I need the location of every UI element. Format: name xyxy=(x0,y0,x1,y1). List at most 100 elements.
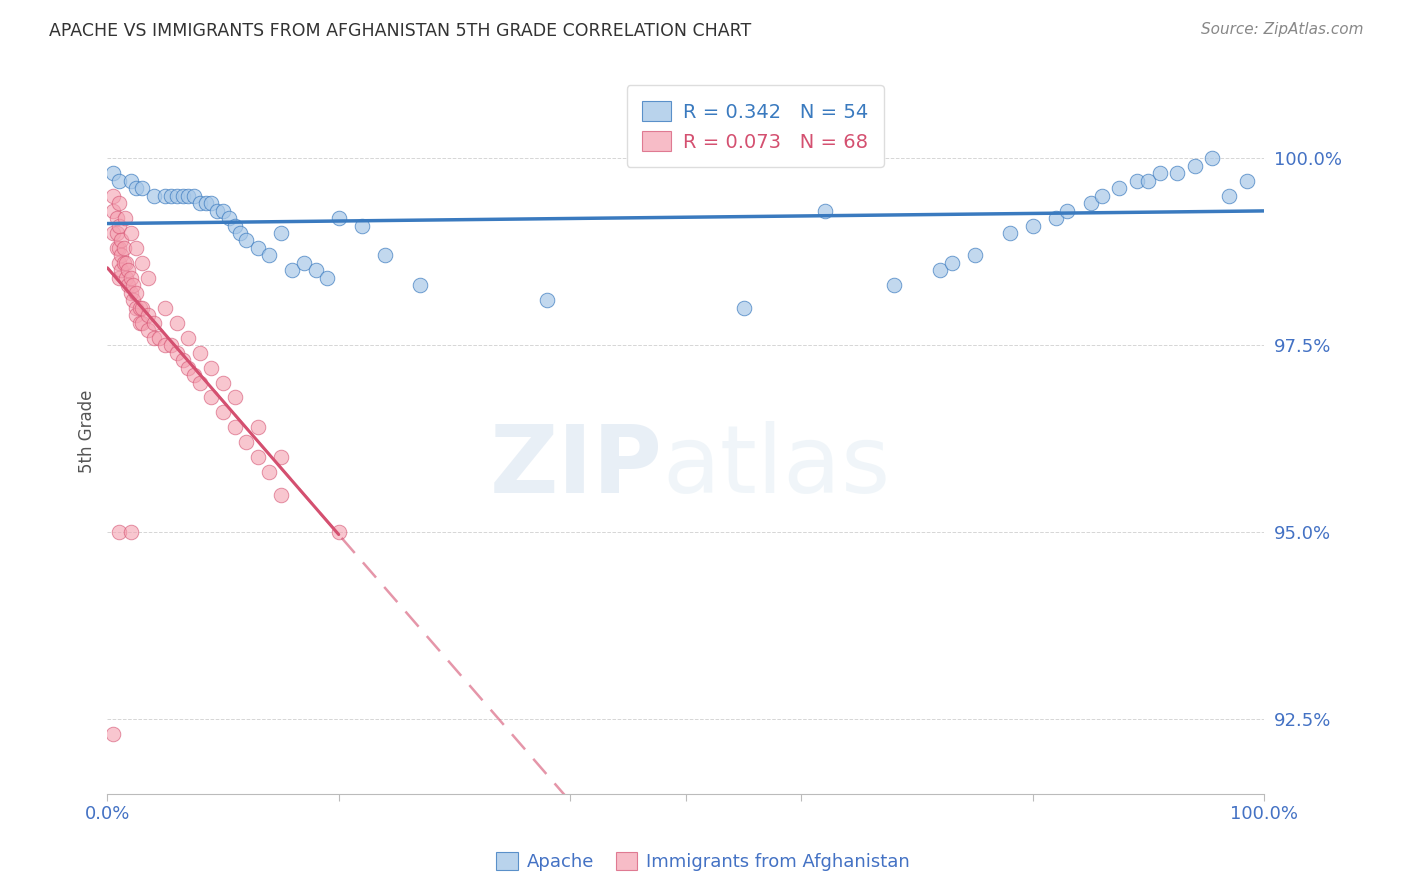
Text: APACHE VS IMMIGRANTS FROM AFGHANISTAN 5TH GRADE CORRELATION CHART: APACHE VS IMMIGRANTS FROM AFGHANISTAN 5T… xyxy=(49,22,751,40)
Point xyxy=(101,188,124,202)
Point xyxy=(125,181,148,195)
Point xyxy=(941,256,963,270)
Point xyxy=(194,196,217,211)
Point xyxy=(166,316,188,330)
Point xyxy=(142,188,165,202)
Point xyxy=(929,263,952,277)
Text: ZIP: ZIP xyxy=(489,421,662,514)
Point xyxy=(1126,174,1149,188)
Point xyxy=(229,226,252,240)
Point xyxy=(270,488,292,502)
Point xyxy=(105,211,128,225)
Point xyxy=(1166,166,1188,180)
Point xyxy=(172,188,194,202)
Point xyxy=(1091,188,1114,202)
Point xyxy=(292,256,315,270)
Point xyxy=(131,316,153,330)
Point xyxy=(224,391,246,405)
Point xyxy=(733,301,755,315)
Text: atlas: atlas xyxy=(662,421,891,514)
Point xyxy=(813,203,835,218)
Point xyxy=(200,196,222,211)
Point xyxy=(108,219,131,233)
Point xyxy=(105,241,128,255)
Point xyxy=(246,241,269,255)
Point xyxy=(1201,151,1223,165)
Point xyxy=(998,226,1021,240)
Point xyxy=(200,391,222,405)
Point xyxy=(374,248,396,262)
Point xyxy=(128,316,150,330)
Point xyxy=(200,360,222,375)
Point xyxy=(155,301,177,315)
Point xyxy=(212,376,235,390)
Point xyxy=(128,301,150,315)
Point xyxy=(183,188,205,202)
Point xyxy=(270,226,292,240)
Point xyxy=(148,331,170,345)
Point xyxy=(114,211,136,225)
Point xyxy=(120,226,142,240)
Point xyxy=(270,450,292,465)
Point xyxy=(101,226,124,240)
Point xyxy=(101,166,124,180)
Point xyxy=(105,226,128,240)
Point xyxy=(1108,181,1130,195)
Point xyxy=(235,435,257,450)
Point xyxy=(218,211,240,225)
Point xyxy=(177,188,200,202)
Point xyxy=(120,524,142,539)
Point xyxy=(328,211,350,225)
Point xyxy=(160,188,183,202)
Legend: Apache, Immigrants from Afghanistan: Apache, Immigrants from Afghanistan xyxy=(489,845,917,879)
Point xyxy=(115,256,138,270)
Point xyxy=(110,263,132,277)
Point xyxy=(259,465,281,479)
Point xyxy=(112,241,135,255)
Point xyxy=(316,270,339,285)
Point xyxy=(112,256,135,270)
Point xyxy=(136,308,159,322)
Point xyxy=(108,196,131,211)
Point xyxy=(110,248,132,262)
Point xyxy=(224,420,246,434)
Point xyxy=(1045,211,1067,225)
Point xyxy=(1022,219,1045,233)
Point xyxy=(177,360,200,375)
Point xyxy=(101,727,124,741)
Point xyxy=(120,270,142,285)
Point xyxy=(536,293,558,308)
Point xyxy=(1236,174,1258,188)
Point xyxy=(131,301,153,315)
Point xyxy=(235,234,257,248)
Point xyxy=(1080,196,1102,211)
Text: Source: ZipAtlas.com: Source: ZipAtlas.com xyxy=(1201,22,1364,37)
Point xyxy=(1149,166,1171,180)
Point xyxy=(108,270,131,285)
Point xyxy=(108,241,131,255)
Point xyxy=(246,420,269,434)
Point xyxy=(155,188,177,202)
Point xyxy=(246,450,269,465)
Point xyxy=(120,174,142,188)
Point xyxy=(131,181,153,195)
Point xyxy=(1184,159,1206,173)
Point xyxy=(120,285,142,300)
Point xyxy=(207,203,229,218)
Point xyxy=(183,368,205,382)
Point xyxy=(259,248,281,262)
Point xyxy=(1137,174,1160,188)
Point xyxy=(117,278,139,293)
Point xyxy=(304,263,326,277)
Point xyxy=(131,256,153,270)
Point xyxy=(125,308,148,322)
Point xyxy=(125,301,148,315)
Point xyxy=(155,338,177,352)
Point xyxy=(188,376,211,390)
Point xyxy=(212,405,235,419)
Point xyxy=(172,353,194,368)
Point xyxy=(142,316,165,330)
Point xyxy=(142,331,165,345)
Point xyxy=(101,203,124,218)
Point xyxy=(108,256,131,270)
